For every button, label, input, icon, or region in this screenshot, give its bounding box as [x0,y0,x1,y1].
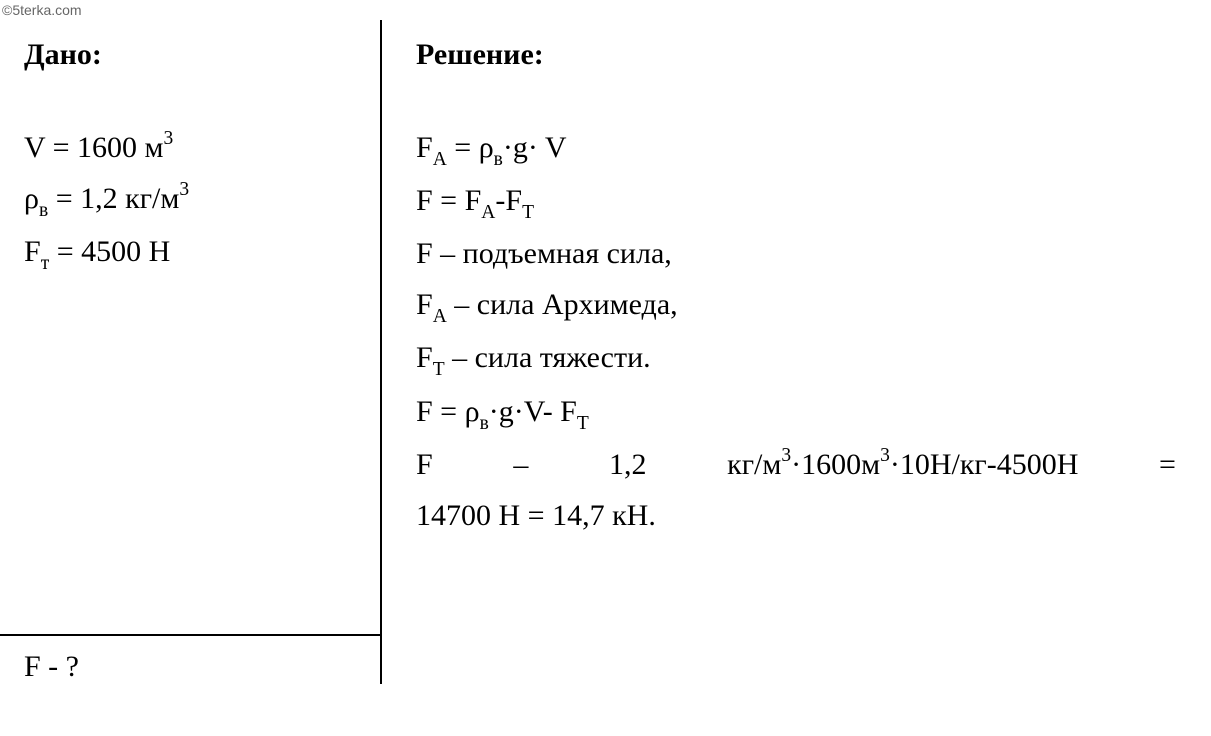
calc-part-4: кг/м3·1600м3·10Н/кг-4500Н [727,439,1078,490]
find-line: F - ? [24,650,380,684]
solution-line-4: FA – сила Архимеда, [416,279,1181,332]
find-section: F - ? [0,634,380,684]
solution-line-1: FA = ρв·g· V [416,122,1181,175]
watermark: ©5terka.com [2,2,82,18]
problem-container: Дано: V = 1600 м3 ρв = 1,2 кг/м3 Fт = 45… [0,0,1211,684]
solution-line-3: F – подъемная сила, [416,228,1181,279]
calc-part-5: = [1159,439,1176,490]
given-line-2: ρв = 1,2 кг/м3 [24,173,360,226]
calc-part-1: F [416,439,433,490]
calc-part-3: 1,2 [609,439,647,490]
given-section: Дано: V = 1600 м3 ρв = 1,2 кг/м3 Fт = 45… [0,38,380,634]
given-title: Дано: [24,38,360,72]
solution-line-2: F = FA-FT [416,175,1181,228]
given-line-1: V = 1600 м3 [24,122,360,173]
given-column: Дано: V = 1600 м3 ρв = 1,2 кг/м3 Fт = 45… [0,20,380,684]
solution-line-6: F = ρв·g·V- FT [416,386,1181,439]
solution-title: Решение: [416,38,1181,72]
solution-line-5: FT – сила тяжести. [416,332,1181,385]
solution-section: Решение: FA = ρв·g· V F = FA-FT F – подъ… [380,20,1211,684]
given-line-3: Fт = 4500 Н [24,226,360,279]
solution-line-8: 14700 Н = 14,7 кН. [416,490,1181,541]
calc-part-2: – [513,439,528,490]
solution-line-7: F – 1,2 кг/м3·1600м3·10Н/кг-4500Н = [416,439,1176,490]
